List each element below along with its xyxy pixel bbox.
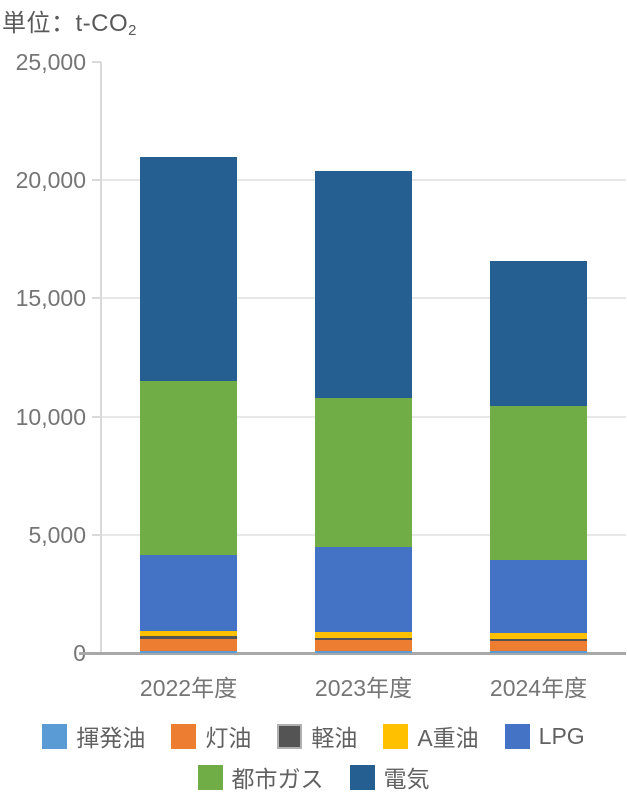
bar-segment-2022年度-軽油 <box>140 636 237 639</box>
legend-swatch-灯油 <box>171 723 197 749</box>
x-axis-label-2022年度: 2022年度 <box>139 675 238 701</box>
x-axis-label-2024年度: 2024年度 <box>489 675 588 701</box>
legend-item-軽油: 軽油 <box>277 722 358 751</box>
legend-label-LPG: LPG <box>538 722 585 749</box>
y-tick-label-5000: 5,000 <box>28 521 86 548</box>
bar-segment-2023年度-都市ガス <box>315 398 412 548</box>
bar-segment-2023年度-A重油 <box>315 632 412 639</box>
bar-segment-2023年度-揮発油 <box>315 650 412 653</box>
y-tick-label-20000: 20,000 <box>15 167 86 194</box>
bar-segment-2022年度-揮発油 <box>140 650 237 653</box>
legend-item-都市ガス: 都市ガス <box>197 763 324 792</box>
legend-swatch-揮発油 <box>42 723 68 749</box>
legend-swatch-電気 <box>349 764 375 790</box>
bar-segment-2022年度-LPG <box>140 554 237 631</box>
legend-swatch-軽油 <box>277 723 303 749</box>
legend-label-灯油: 灯油 <box>205 725 252 751</box>
y-tick-5000 <box>92 533 101 536</box>
bar-segment-2024年度-電気 <box>490 260 587 406</box>
legend-swatch-都市ガス <box>197 764 223 790</box>
legend-label-電気: 電気 <box>383 766 430 792</box>
legend-item-灯油: 灯油 <box>171 722 252 751</box>
bar-segment-2024年度-揮発油 <box>490 650 587 653</box>
bar-segment-2023年度-電気 <box>315 170 412 399</box>
legend-label-都市ガス: 都市ガス <box>231 766 324 792</box>
bar-segment-2024年度-灯油 <box>490 641 587 651</box>
y-tick-label-10000: 10,000 <box>15 403 86 430</box>
x-axis-label-2023年度: 2023年度 <box>314 675 413 701</box>
bar-segment-2022年度-都市ガス <box>140 381 237 555</box>
bar-segment-2023年度-灯油 <box>315 640 412 651</box>
legend-swatch-A重油 <box>383 723 409 749</box>
legend-item-電気: 電気 <box>349 763 430 792</box>
y-tick-label-0: 0 <box>0 640 86 666</box>
chart-unit-text: 単位：t-CO <box>2 10 129 37</box>
y-tick-label-25000: 25,000 <box>15 49 86 75</box>
legend-swatch-LPG <box>504 723 530 749</box>
chart-legend: 揮発油 灯油 軽油 A重油 LPG 都市ガス 電気 <box>0 722 627 792</box>
legend-item-LPG: LPG <box>504 722 585 750</box>
y-tick-label-15000: 15,000 <box>15 285 86 312</box>
bar-segment-2024年度-LPG <box>490 559 587 633</box>
chart-unit-label: 単位：t-CO2 <box>2 3 137 40</box>
chart-unit-subscript: 2 <box>128 23 137 40</box>
bar-segment-2022年度-A重油 <box>140 630 237 637</box>
legend-label-A重油: A重油 <box>417 725 479 751</box>
bar-segment-2024年度-軽油 <box>490 638 587 642</box>
y-axis-line <box>100 62 102 653</box>
x-axis-baseline <box>79 652 626 655</box>
bar-segment-2022年度-灯油 <box>140 638 237 651</box>
bar-segment-2023年度-LPG <box>315 547 412 633</box>
legend-label-軽油: 軽油 <box>311 725 358 751</box>
bar-segment-2024年度-都市ガス <box>490 405 587 560</box>
legend-item-A重油: A重油 <box>383 722 479 751</box>
bar-segment-2023年度-軽油 <box>315 638 412 641</box>
y-tick-25000 <box>92 61 101 63</box>
legend-item-揮発油: 揮発油 <box>42 722 146 751</box>
y-tick-15000 <box>92 297 101 300</box>
bar-segment-2022年度-電気 <box>140 156 237 382</box>
y-tick-20000 <box>92 179 101 182</box>
y-tick-10000 <box>92 415 101 418</box>
bar-segment-2024年度-A重油 <box>490 632 587 639</box>
legend-label-揮発油: 揮発油 <box>76 725 146 751</box>
